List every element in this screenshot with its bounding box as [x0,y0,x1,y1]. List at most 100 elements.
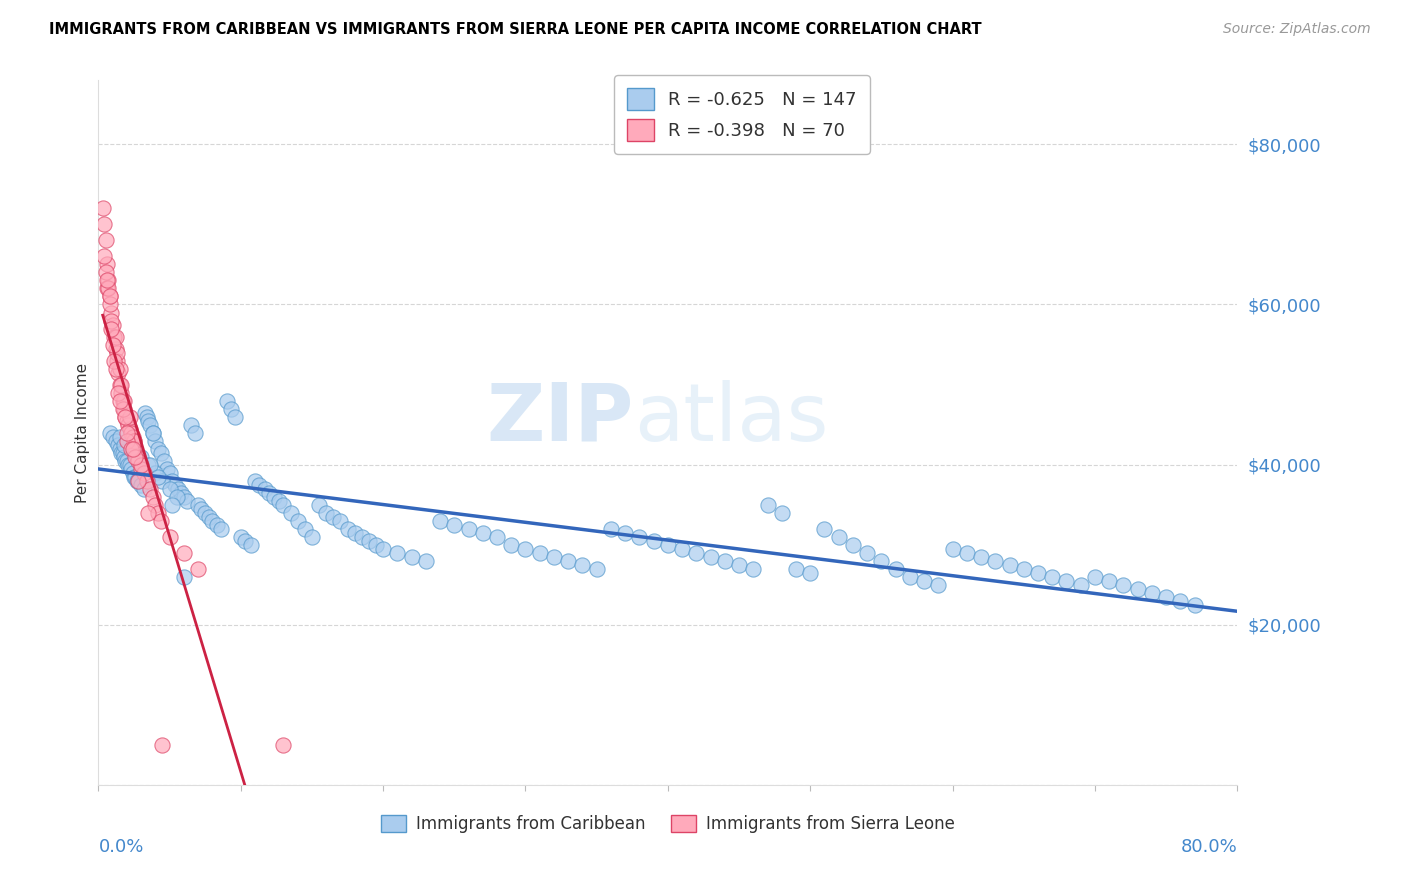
Point [219,401,242,416]
Point [115,453,138,467]
Point [118,422,141,436]
Point [671,541,693,556]
Point [91,202,114,216]
Point [97,273,120,287]
Point [94,265,117,279]
Point [927,578,949,592]
Point [457,522,479,536]
Point [364,538,387,552]
Point [105,345,128,359]
Point [173,490,195,504]
Point [115,434,138,448]
Point [308,498,330,512]
Point [1070,578,1092,592]
Point [742,562,765,576]
Point [322,509,344,524]
Point [122,434,145,448]
Point [125,450,148,464]
Point [110,445,132,459]
Point [122,442,145,456]
Point [94,234,117,248]
Point [150,445,173,459]
Point [728,558,751,572]
Point [100,321,122,335]
Point [153,453,176,467]
Point [98,289,121,303]
Point [118,458,141,472]
Point [176,493,198,508]
Point [239,538,262,552]
Point [273,738,295,752]
Point [956,546,979,560]
Point [1126,582,1149,596]
Point [1098,574,1121,588]
Point [970,549,993,564]
Point [145,466,167,480]
Point [112,450,135,464]
Point [96,281,118,295]
Point [111,445,134,459]
Point [1040,570,1063,584]
Point [387,546,409,560]
Point [343,525,366,540]
Point [110,377,132,392]
Point [132,466,155,480]
Point [215,393,238,408]
Point [699,549,721,564]
Point [111,393,134,408]
Point [173,570,195,584]
Point [148,506,170,520]
Point [201,514,224,528]
Point [280,506,302,520]
Point [471,525,494,540]
Point [104,434,127,448]
Point [127,450,149,464]
Point [98,425,121,440]
Point [557,554,579,568]
Point [114,409,136,424]
Point [124,469,146,483]
Point [429,514,451,528]
Point [1056,574,1078,588]
Point [263,490,285,504]
Point [136,506,159,520]
Point [187,498,209,512]
Point [101,337,124,351]
Point [101,318,124,332]
Point [1026,566,1049,580]
Point [842,538,865,552]
Point [770,506,793,520]
Point [585,562,607,576]
Point [103,329,125,343]
Point [135,474,157,488]
Point [115,414,138,428]
Point [117,417,139,432]
Point [156,461,179,475]
Point [813,522,835,536]
Point [685,546,707,560]
Point [856,546,879,560]
Point [100,305,122,319]
Point [198,509,221,524]
Point [108,377,131,392]
Point [152,738,174,752]
Point [124,442,146,456]
Point [1184,598,1206,612]
Point [173,546,195,560]
Point [159,530,181,544]
Point [756,498,779,512]
Point [141,425,163,440]
Point [135,409,157,424]
Point [148,469,170,483]
Point [373,541,395,556]
Point [301,530,323,544]
Point [136,414,159,428]
Point [159,466,181,480]
Point [104,342,127,356]
Point [828,530,851,544]
Point [125,474,148,488]
Point [127,474,149,488]
Point [247,477,270,491]
Point [600,522,623,536]
Point [501,538,523,552]
